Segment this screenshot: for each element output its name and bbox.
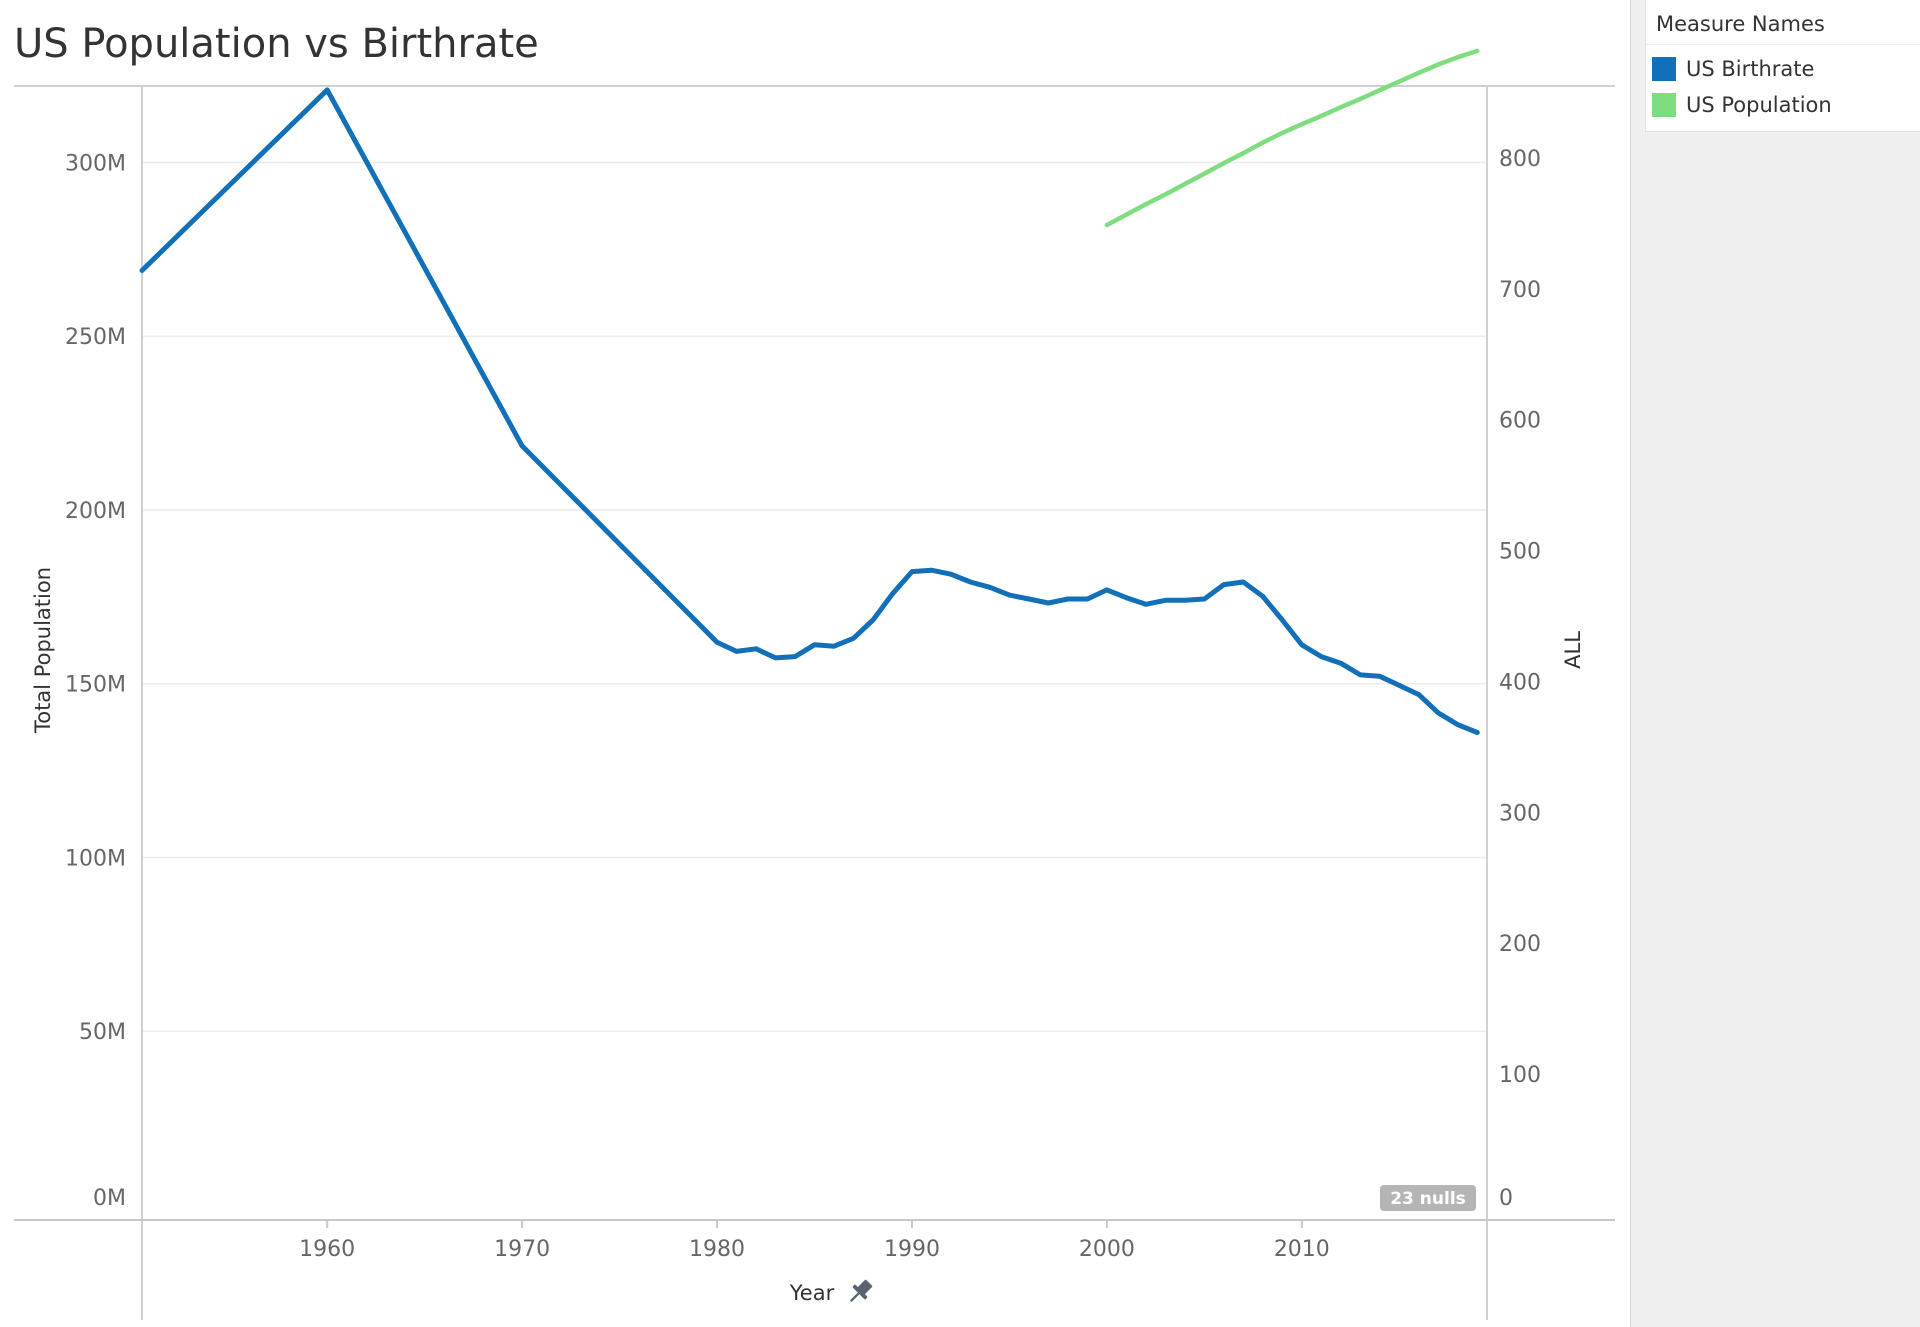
x-axis-ticks: 1960 1970 1980 1990 2000 2010	[299, 1220, 1330, 1262]
y2-tick-label: 100	[1499, 1063, 1541, 1088]
line-chart: US Population vs Birthrate 1960 1970 1980 1…	[14, 21, 1615, 1320]
y-tick-label: 300M	[65, 151, 126, 176]
legend-panel: Measure Names US Birthrate US Population	[1630, 0, 1920, 1327]
series-line-us-population[interactable]	[1104, 48, 1480, 228]
legend-list: US Birthrate US Population	[1646, 45, 1920, 131]
x-tick-label: 1990	[884, 1237, 940, 1262]
x-tick-label: 1980	[689, 1237, 745, 1262]
y-tick-label: 0M	[93, 1186, 126, 1211]
series-lines	[139, 48, 1480, 735]
legend-label: US Birthrate	[1686, 57, 1815, 81]
null-indicator[interactable]: 23 nulls	[1380, 1185, 1476, 1211]
series-line-us-birthrate[interactable]	[139, 87, 1480, 735]
x-tick-label: 2010	[1274, 1237, 1330, 1262]
y-axis-title: Total Population	[31, 567, 55, 734]
pin-icon[interactable]	[844, 1276, 875, 1307]
legend-label: US Population	[1686, 93, 1832, 117]
y2-tick-label: 300	[1499, 801, 1541, 826]
y2-tick-label: 800	[1499, 147, 1541, 172]
y-tick-label: 200M	[65, 499, 126, 524]
y2-tick-label: 500	[1499, 540, 1541, 565]
y-tick-label: 50M	[79, 1020, 126, 1045]
y2-tick-label: 700	[1499, 278, 1541, 303]
legend-swatch	[1652, 57, 1676, 81]
legend-swatch	[1652, 93, 1676, 117]
legend: Measure Names US Birthrate US Population	[1645, 0, 1920, 132]
gridlines	[142, 161, 1487, 1032]
y2-tick-label: 600	[1499, 409, 1541, 434]
x-tick-label: 2000	[1079, 1237, 1135, 1262]
y-tick-label: 100M	[65, 846, 126, 871]
x-axis-title[interactable]: Year	[789, 1281, 835, 1305]
y2-axis-title: ALL	[1561, 631, 1585, 669]
x-tick-label: 1970	[494, 1237, 550, 1262]
legend-title: Measure Names	[1646, 0, 1920, 45]
y2-tick-label: 0	[1499, 1186, 1513, 1211]
legend-item-us-birthrate[interactable]: US Birthrate	[1646, 51, 1920, 87]
x-tick-label: 1960	[299, 1237, 355, 1262]
y-axis-ticks: 0M 50M 100M 150M 200M 250M 300M	[65, 151, 126, 1211]
legend-item-us-population[interactable]: US Population	[1646, 87, 1920, 123]
chart-title: US Population vs Birthrate	[14, 21, 539, 67]
null-indicator-label: 23 nulls	[1390, 1189, 1466, 1209]
y2-tick-label: 200	[1499, 932, 1541, 957]
y2-axis-ticks: 0 100 200 300 400 500 600 700 800	[1499, 147, 1541, 1211]
y2-tick-label: 400	[1499, 670, 1541, 695]
y-tick-label: 150M	[65, 673, 126, 698]
y-tick-label: 250M	[65, 325, 126, 350]
